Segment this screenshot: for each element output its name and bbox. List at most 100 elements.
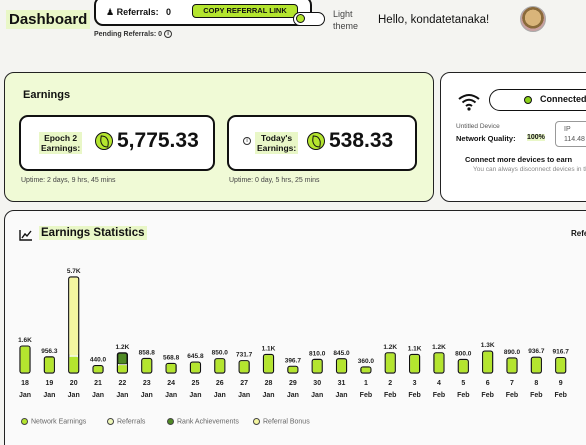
- status-dot: [524, 96, 532, 104]
- x-tick-day: 19: [45, 380, 53, 387]
- referrals-count: 0: [166, 7, 172, 17]
- avatar[interactable]: [520, 6, 546, 32]
- referrals-label: ♟ Referrals:: [106, 7, 159, 17]
- bar-segment-network-earnings: [239, 361, 249, 373]
- info-icon[interactable]: i: [243, 137, 251, 145]
- bar-value-label: 1.2K: [383, 344, 397, 351]
- legend-dot: [167, 418, 174, 425]
- bar-outline: [165, 362, 177, 374]
- x-tick-day: 6: [486, 380, 490, 387]
- x-tick-day: 23: [143, 380, 151, 387]
- bar-outline: [68, 276, 80, 374]
- copy-referral-link-button[interactable]: COPY REFERRAL LINK: [192, 4, 298, 18]
- legend-network-earnings[interactable]: Network Earnings: [21, 418, 86, 425]
- x-tick-month: Jan: [116, 392, 128, 399]
- bar-outline: [555, 356, 567, 374]
- x-tick-day: 7: [510, 380, 514, 387]
- bar-outline: [311, 358, 323, 374]
- epoch-earnings-card: Epoch 2 Earnings: 5,775.33: [19, 115, 215, 171]
- bar-segment-network-earnings: [191, 362, 200, 373]
- referrals-filter[interactable]: Refe: [571, 229, 586, 238]
- bar-segment-network-earnings: [264, 355, 273, 373]
- bar-outline: [482, 350, 494, 374]
- bar-outline: [457, 358, 469, 374]
- today-earnings-label: Today's Earnings:: [255, 132, 299, 154]
- bar-outline: [116, 352, 129, 374]
- toggle-knob: [296, 14, 305, 23]
- x-tick-month: Jan: [311, 392, 323, 399]
- bar-segment-network-earnings: [93, 366, 103, 373]
- device-panel: Connected Untitled Device Network Qualit…: [440, 72, 586, 202]
- legend-dot: [253, 418, 260, 425]
- x-tick-month: Feb: [384, 392, 396, 399]
- x-tick-day: 20: [70, 380, 78, 387]
- x-tick-day: 21: [94, 380, 102, 387]
- bar-outline: [262, 353, 275, 374]
- bar-value-label: 645.8: [187, 353, 204, 360]
- bar-value-label: 936.7: [528, 348, 545, 355]
- legend-referral-bonus[interactable]: Referral Bonus: [253, 418, 310, 425]
- bar-outline: [506, 357, 518, 374]
- connect-more-text: Connect more devices to earn: [465, 155, 573, 164]
- connection-status: Connected: [489, 89, 586, 111]
- x-tick-day: 28: [265, 380, 273, 387]
- legend-rank-achievements[interactable]: Rank Achievements: [167, 418, 239, 425]
- bar-segment-network-earnings: [483, 351, 493, 373]
- bar-segment-network-earnings: [361, 367, 371, 373]
- x-tick-month: Feb: [457, 392, 469, 399]
- bar-segment-network-earnings: [507, 358, 517, 373]
- bar-outline: [335, 358, 348, 374]
- earnings-title: Earnings: [23, 89, 71, 101]
- bar-value-label: 1.6K: [18, 337, 32, 344]
- user-icon: ♟: [106, 7, 115, 17]
- bar-outline: [141, 357, 153, 374]
- x-tick-day: 2: [388, 380, 392, 387]
- chart-trend-icon: [19, 230, 32, 241]
- x-tick-month: Jan: [262, 392, 274, 399]
- x-tick-day: 22: [119, 380, 127, 387]
- leaf-coin-icon: [307, 132, 325, 150]
- device-name: Untitled Device: [456, 123, 500, 130]
- x-tick-month: Feb: [506, 392, 518, 399]
- bar-value-label: 1.1K: [408, 345, 422, 352]
- bar-value-label: 1.1K: [262, 345, 276, 352]
- theme-toggle[interactable]: [293, 12, 325, 26]
- earnings-panel: Earnings Epoch 2 Earnings: 5,775.33 Upti…: [4, 72, 434, 202]
- x-tick-month: Feb: [360, 392, 372, 399]
- bar-outline: [92, 364, 104, 374]
- bar-segment-network-earnings: [531, 357, 541, 373]
- legend-referrals[interactable]: Referrals: [107, 418, 145, 425]
- bar-outline: [238, 360, 250, 374]
- bar-outline: [214, 358, 226, 374]
- bar-value-label: 890.0: [504, 349, 521, 356]
- epoch-earnings-value: 5,775.33: [117, 129, 199, 152]
- x-tick-day: 3: [413, 380, 417, 387]
- bar-segment-referral-bonus: [69, 277, 79, 356]
- bar-segment-network-earnings: [458, 360, 468, 373]
- greeting: Hello, kondatetanaka!: [378, 14, 490, 26]
- bar-segment-rank-achievements: [117, 353, 128, 365]
- bar-segment-network-earnings: [434, 353, 444, 373]
- today-uptime: Uptime: 0 day, 5 hrs, 25 mins: [229, 177, 320, 184]
- x-tick-month: Feb: [530, 392, 542, 399]
- x-tick-day: 8: [534, 380, 538, 387]
- bar-value-label: 360.0: [358, 358, 375, 365]
- ip-field: IP 114.48: [555, 121, 586, 147]
- pending-referrals: Pending Referrals: 0 i: [94, 30, 173, 38]
- bar-segment-network-earnings: [44, 357, 54, 373]
- epoch-earnings-label: Epoch 2 Earnings:: [39, 132, 83, 154]
- bar-value-label: 810.0: [309, 350, 326, 357]
- x-tick-month: Feb: [433, 392, 445, 399]
- bar-outline: [360, 366, 372, 374]
- stats-title: Earnings Statistics: [39, 226, 147, 240]
- referral-card: ♟ Referrals: 0 COPY REFERRAL LINK: [94, 0, 312, 26]
- disconnect-note: You can always disconnect devices in the…: [472, 166, 586, 173]
- bar-value-label: 440.0: [90, 357, 107, 364]
- x-tick-day: 27: [240, 380, 248, 387]
- bar-value-label: 850.0: [212, 350, 229, 357]
- x-tick-month: Jan: [287, 392, 299, 399]
- bar-value-label: 800.0: [455, 351, 472, 358]
- x-tick-day: 26: [216, 380, 224, 387]
- info-icon[interactable]: i: [164, 30, 173, 38]
- wifi-icon: [458, 94, 480, 111]
